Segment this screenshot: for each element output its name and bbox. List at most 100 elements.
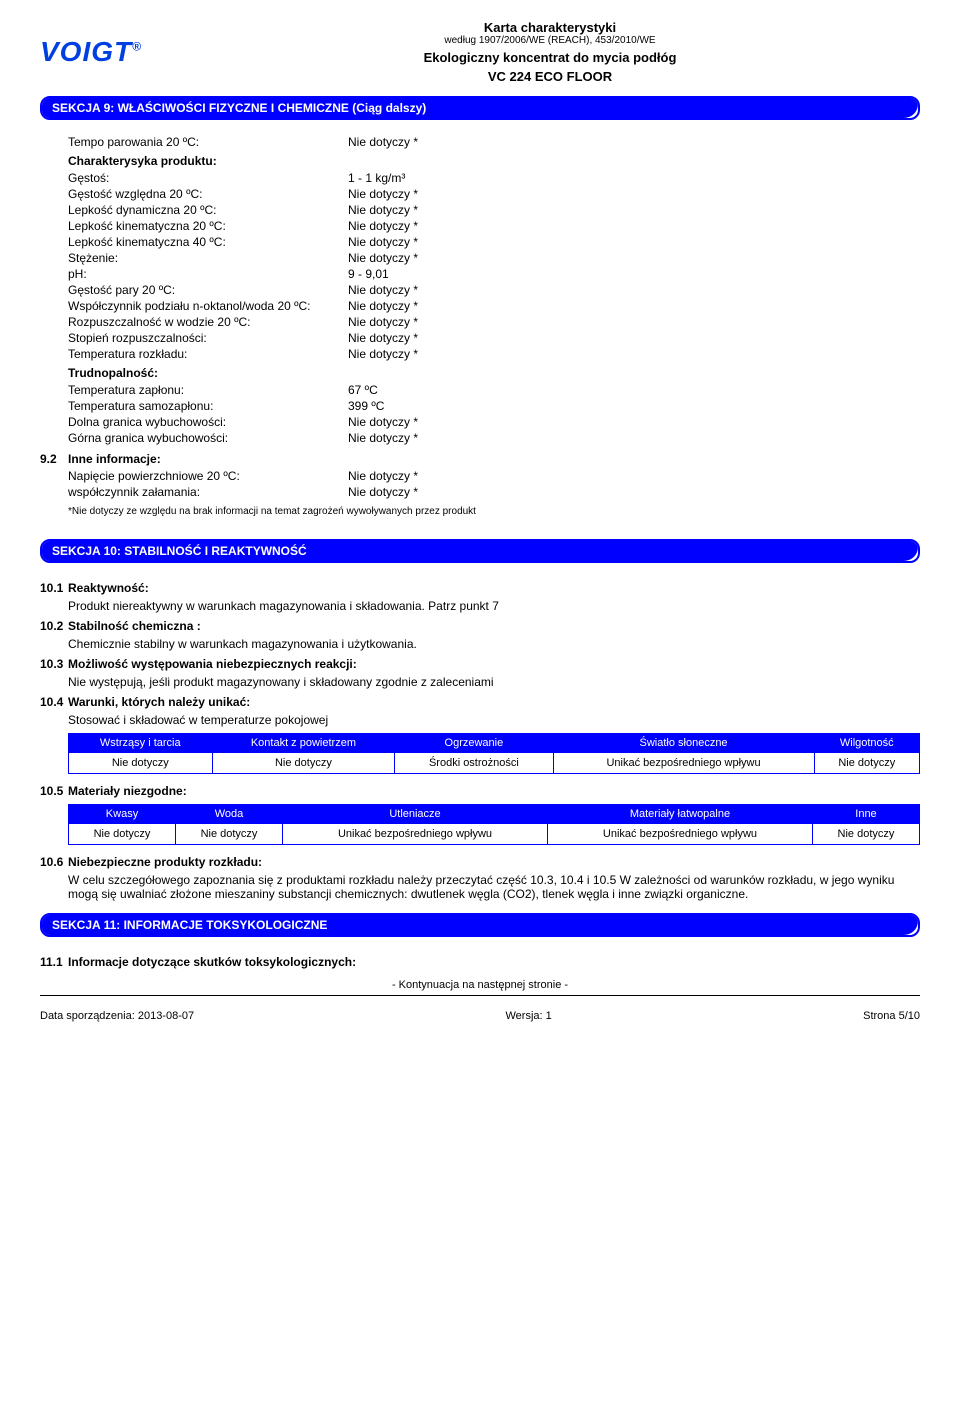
prop-value: 1 - 1 kg/m³ xyxy=(348,171,906,185)
table-cell: Środki ostrożności xyxy=(395,753,553,774)
doc-title: Karta charakterystyki xyxy=(180,20,920,35)
property-row: Temperatura rozkładu:Nie dotyczy * xyxy=(68,346,906,362)
prod-title: Ekologiczny koncentrat do mycia podłóg xyxy=(180,50,920,65)
prop-label: Współczynnik podziału n-oktanol/woda 20 … xyxy=(68,299,348,313)
table-cell: Unikać bezpośredniego wpływu xyxy=(283,824,548,845)
prop-label: Temperatura rozkładu: xyxy=(68,347,348,361)
flam-heading: Trudnopalność: xyxy=(68,366,906,380)
property-row: Tempo parowania 20 ºC: Nie dotyczy * xyxy=(68,134,906,150)
table-header: Wilgotność xyxy=(814,734,919,753)
prop-value: Nie dotyczy * xyxy=(348,299,906,313)
table-cell: Nie dotyczy xyxy=(814,753,919,774)
prod-code: VC 224 ECO FLOOR xyxy=(180,69,920,84)
s102-title: Stabilność chemiczna : xyxy=(68,619,920,633)
table-cell: Nie dotyczy xyxy=(69,824,176,845)
section-9: SEKCJA 9: WŁAŚCIWOŚCI FIZYCZNE I CHEMICZ… xyxy=(40,96,920,120)
property-row: Gęstość pary 20 ºC:Nie dotyczy * xyxy=(68,282,906,298)
prop-value: Nie dotyczy * xyxy=(348,187,906,201)
s111-title: Informacje dotyczące skutków toksykologi… xyxy=(68,955,920,969)
s104-heading: 10.4 Warunki, których należy unikać: xyxy=(40,695,920,709)
s103-title: Możliwość występowania niebezpiecznych r… xyxy=(68,657,920,671)
conditions-table: Wstrząsy i tarciaKontakt z powietrzemOgr… xyxy=(68,733,920,774)
s111-num: 11.1 xyxy=(40,955,68,969)
table-header: Ogrzewanie xyxy=(395,734,553,753)
table-cell: Nie dotyczy xyxy=(812,824,919,845)
prop-label: Rozpuszczalność w wodzie 20 ºC: xyxy=(68,315,348,329)
doc-sub: według 1907/2006/WE (REACH), 453/2010/WE xyxy=(180,35,920,46)
prop-label: Lepkość kinematyczna 40 ºC: xyxy=(68,235,348,249)
s101-text: Produkt niereaktywny w warunkach magazyn… xyxy=(68,599,920,613)
prop-label: Tempo parowania 20 ºC: xyxy=(68,135,348,149)
footer-center: Wersja: 1 xyxy=(505,1010,551,1022)
table-cell: Unikać bezpośredniego wpływu xyxy=(553,753,814,774)
prop-value: Nie dotyczy * xyxy=(348,485,906,499)
property-row: Lepkość kinematyczna 20 ºC:Nie dotyczy * xyxy=(68,218,906,234)
s92-heading: 9.2 Inne informacje: xyxy=(40,452,906,466)
table-row: Nie dotyczyNie dotyczyŚrodki ostrożności… xyxy=(69,753,920,774)
prop-value: Nie dotyczy * xyxy=(348,203,906,217)
table-header: Kontakt z powietrzem xyxy=(212,734,395,753)
prop-label: Temperatura samozapłonu: xyxy=(68,399,348,413)
s92-num: 9.2 xyxy=(40,452,68,466)
s101-heading: 10.1 Reaktywność: xyxy=(40,581,920,595)
prop-value: Nie dotyczy * xyxy=(348,347,906,361)
property-row: Lepkość dynamiczna 20 ºC:Nie dotyczy * xyxy=(68,202,906,218)
prop-label: Lepkość dynamiczna 20 ºC: xyxy=(68,203,348,217)
prop-value: Nie dotyczy * xyxy=(348,135,906,149)
table-header: Inne xyxy=(812,805,919,824)
section-9-title: SEKCJA 9: WŁAŚCIWOŚCI FIZYCZNE I CHEMICZ… xyxy=(42,98,918,118)
s103-text: Nie występują, jeśli produkt magazynowan… xyxy=(68,675,920,689)
table-header: Wstrząsy i tarcia xyxy=(69,734,213,753)
s103-num: 10.3 xyxy=(40,657,68,671)
continuation-note: - Kontynuacja na następnej stronie - xyxy=(40,979,920,991)
s92-title: Inne informacje: xyxy=(68,452,906,466)
prop-label: pH: xyxy=(68,267,348,281)
prop-label: Napięcie powierzchniowe 20 ºC: xyxy=(68,469,348,483)
property-row: Współczynnik podziału n-oktanol/woda 20 … xyxy=(68,298,906,314)
prop-value: Nie dotyczy * xyxy=(348,415,906,429)
table-header: Kwasy xyxy=(69,805,176,824)
prop-value: Nie dotyczy * xyxy=(348,283,906,297)
section-11-body: 11.1 Informacje dotyczące skutków toksyk… xyxy=(40,945,920,969)
char-heading: Charakterysyka produktu: xyxy=(68,154,906,168)
property-row: Temperatura zapłonu:67 ºC xyxy=(68,382,906,398)
s102-text: Chemicznie stabilny w warunkach magazyno… xyxy=(68,637,920,651)
property-row: Gęstość względna 20 ºC:Nie dotyczy * xyxy=(68,186,906,202)
prop-value: Nie dotyczy * xyxy=(348,235,906,249)
property-row: Gęstoś:1 - 1 kg/m³ xyxy=(68,170,906,186)
materials-table: KwasyWodaUtleniaczeMateriały łatwopalneI… xyxy=(68,804,920,845)
logo-text: VOIGT xyxy=(40,36,132,67)
prop-value: Nie dotyczy * xyxy=(348,431,906,445)
s104-title: Warunki, których należy unikać: xyxy=(68,695,920,709)
section-10-body: 10.1 Reaktywność: Produkt niereaktywny w… xyxy=(40,571,920,901)
s101-num: 10.1 xyxy=(40,581,68,595)
s105-num: 10.5 xyxy=(40,784,68,798)
s103-heading: 10.3 Możliwość występowania niebezpieczn… xyxy=(40,657,920,671)
table-cell: Nie dotyczy xyxy=(212,753,395,774)
s102-heading: 10.2 Stabilność chemiczna : xyxy=(40,619,920,633)
page-header: VOIGT® Karta charakterystyki według 1907… xyxy=(40,20,920,84)
prop-value: 67 ºC xyxy=(348,383,906,397)
table-header: Światło słoneczne xyxy=(553,734,814,753)
prop-value: 399 ºC xyxy=(348,399,906,413)
section-11: SEKCJA 11: INFORMACJE TOKSYKOLOGICZNE xyxy=(40,913,920,937)
prop-value: Nie dotyczy * xyxy=(348,469,906,483)
property-row: pH:9 - 9,01 xyxy=(68,266,906,282)
prop-value: Nie dotyczy * xyxy=(348,315,906,329)
prop-value: 9 - 9,01 xyxy=(348,267,906,281)
s9-note: *Nie dotyczy ze względu na brak informac… xyxy=(68,506,906,517)
prop-label: Stopień rozpuszczalności: xyxy=(68,331,348,345)
table-cell: Nie dotyczy xyxy=(69,753,213,774)
prop-value: Nie dotyczy * xyxy=(348,219,906,233)
s106-text: W celu szczegółowego zapoznania się z pr… xyxy=(68,873,920,901)
prop-label: współczynnik załamania: xyxy=(68,485,348,499)
table-header: Materiały łatwopalne xyxy=(547,805,812,824)
s104-text: Stosować i składować w temperaturze poko… xyxy=(68,713,920,727)
s106-num: 10.6 xyxy=(40,855,68,869)
property-row: Napięcie powierzchniowe 20 ºC:Nie dotycz… xyxy=(68,468,906,484)
prop-value: Nie dotyczy * xyxy=(348,251,906,265)
table-header: Woda xyxy=(176,805,283,824)
table-cell: Nie dotyczy xyxy=(176,824,283,845)
header-text: Karta charakterystyki według 1907/2006/W… xyxy=(180,20,920,84)
property-row: Lepkość kinematyczna 40 ºC:Nie dotyczy * xyxy=(68,234,906,250)
